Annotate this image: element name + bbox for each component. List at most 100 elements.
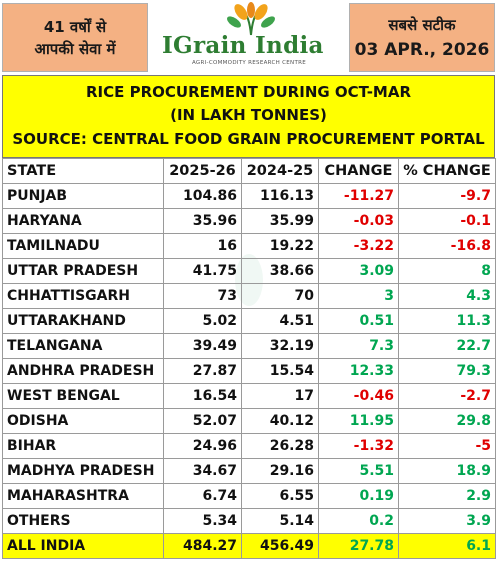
value-2024-25: 5.14 — [241, 508, 319, 534]
title-source: SOURCE: CENTRAL FOOD GRAIN PROCUREMENT P… — [12, 130, 485, 148]
state-name: ODISHA — [2, 408, 164, 434]
pct-change-value: -9.7 — [398, 183, 496, 209]
change-value: 12.33 — [318, 358, 399, 384]
change-value: 27.78 — [318, 533, 399, 559]
value-2024-25: 4.51 — [241, 308, 319, 334]
report-date: 03 APR., 2026 — [354, 39, 490, 60]
table-row: PUNJAB 104.86 116.13 -11.27 -9.7 — [2, 183, 496, 209]
table-row: TELANGANA 39.49 32.19 7.3 22.7 — [2, 333, 496, 359]
value-2025-26: 16.54 — [163, 383, 242, 409]
header-2024-25: 2024-25 — [241, 158, 319, 184]
table-row: HARYANA 35.96 35.99 -0.03 -0.1 — [2, 208, 496, 234]
state-name: ANDHRA PRADESH — [2, 358, 164, 384]
table-row: ODISHA 52.07 40.12 11.95 29.8 — [2, 408, 496, 434]
value-2024-25: 456.49 — [241, 533, 319, 559]
state-name: UTTARAKHAND — [2, 308, 164, 334]
state-name: CHHATTISGARH — [2, 283, 164, 309]
state-name: HARYANA — [2, 208, 164, 234]
accuracy-label: सबसे सटीक — [388, 15, 456, 34]
value-2025-26: 35.96 — [163, 208, 242, 234]
value-2025-26: 5.34 — [163, 508, 242, 534]
change-value: 11.95 — [318, 408, 399, 434]
state-name: ALL INDIA — [2, 533, 164, 559]
pct-change-value: -0.1 — [398, 208, 496, 234]
table-row: MADHYA PRADESH 34.67 29.16 5.51 18.9 — [2, 458, 496, 484]
date-badge: सबसे सटीक 03 APR., 2026 — [349, 3, 495, 72]
experience-badge: 41 वर्षों से आपकी सेवा में — [2, 3, 148, 72]
pct-change-value: 29.8 — [398, 408, 496, 434]
pct-change-value: 79.3 — [398, 358, 496, 384]
value-2025-26: 52.07 — [163, 408, 242, 434]
value-2024-25: 116.13 — [241, 183, 319, 209]
report-title: RICE PROCUREMENT DURING OCT-MAR (IN LAKH… — [2, 75, 495, 158]
change-value: 7.3 — [318, 333, 399, 359]
change-value: 0.51 — [318, 308, 399, 334]
value-2024-25: 26.28 — [241, 433, 319, 459]
value-2024-25: 70 — [241, 283, 319, 309]
table-row: ANDHRA PRADESH 27.87 15.54 12.33 79.3 — [2, 358, 496, 384]
state-name: BIHAR — [2, 433, 164, 459]
change-value: 0.2 — [318, 508, 399, 534]
change-value: -11.27 — [318, 183, 399, 209]
logo-tagline: AGRI-COMMODITY RESEARCH CENTRE — [191, 60, 307, 66]
title-line-2: (IN LAKH TONNES) — [170, 106, 327, 124]
header-state: STATE — [2, 158, 164, 184]
value-2024-25: 32.19 — [241, 333, 319, 359]
table-row: WEST BENGAL 16.54 17 -0.46 -2.7 — [2, 383, 496, 409]
pct-change-value: 3.9 — [398, 508, 496, 534]
logo-name: IGrain India — [162, 32, 324, 59]
change-value: -0.46 — [318, 383, 399, 409]
value-2024-25: 38.66 — [241, 258, 319, 284]
change-value: -3.22 — [318, 233, 399, 259]
state-name: WEST BENGAL — [2, 383, 164, 409]
header: 41 वर्षों से आपकी सेवा में IGrain India … — [0, 0, 497, 74]
value-2025-26: 24.96 — [163, 433, 242, 459]
state-name: MADHYA PRADESH — [2, 458, 164, 484]
table-row: BIHAR 24.96 26.28 -1.32 -5 — [2, 433, 496, 459]
value-2024-25: 35.99 — [241, 208, 319, 234]
value-2025-26: 39.49 — [163, 333, 242, 359]
pct-change-value: -16.8 — [398, 233, 496, 259]
value-2025-26: 34.67 — [163, 458, 242, 484]
change-value: 0.19 — [318, 483, 399, 509]
value-2025-26: 6.74 — [163, 483, 242, 509]
pct-change-value: 11.3 — [398, 308, 496, 334]
experience-line-2: आपकी सेवा में — [34, 39, 116, 58]
value-2024-25: 19.22 — [241, 233, 319, 259]
change-value: 3.09 — [318, 258, 399, 284]
value-2025-26: 16 — [163, 233, 242, 259]
value-2024-25: 6.55 — [241, 483, 319, 509]
value-2024-25: 40.12 — [241, 408, 319, 434]
value-2025-26: 27.87 — [163, 358, 242, 384]
header-2025-26: 2025-26 — [163, 158, 242, 184]
change-value: 5.51 — [318, 458, 399, 484]
state-name: PUNJAB — [2, 183, 164, 209]
change-value: 3 — [318, 283, 399, 309]
value-2025-26: 5.02 — [163, 308, 242, 334]
header-change: CHANGE — [318, 158, 399, 184]
table-row: CHHATTISGARH 73 70 3 4.3 — [2, 283, 496, 309]
pct-change-value: -5 — [398, 433, 496, 459]
state-name: TAMILNADU — [2, 233, 164, 259]
state-name: OTHERS — [2, 508, 164, 534]
value-2025-26: 484.27 — [163, 533, 242, 559]
change-value: -0.03 — [318, 208, 399, 234]
value-2025-26: 73 — [163, 283, 242, 309]
state-name: TELANGANA — [2, 333, 164, 359]
header-pct-change: % CHANGE — [398, 158, 496, 184]
value-2024-25: 29.16 — [241, 458, 319, 484]
table-row: UTTAR PRADESH 41.75 38.66 3.09 8 — [2, 258, 496, 284]
procurement-table: STATE 2025-26 2024-25 CHANGE % CHANGE PU… — [2, 158, 496, 559]
table-header-row: STATE 2025-26 2024-25 CHANGE % CHANGE — [2, 158, 496, 184]
pct-change-value: 4.3 — [398, 283, 496, 309]
change-value: -1.32 — [318, 433, 399, 459]
state-name: UTTAR PRADESH — [2, 258, 164, 284]
pct-change-value: 6.1 — [398, 533, 496, 559]
experience-line-1: 41 वर्षों से — [43, 17, 107, 36]
pct-change-value: 2.9 — [398, 483, 496, 509]
table-row: OTHERS 5.34 5.14 0.2 3.9 — [2, 508, 496, 534]
table-row: TAMILNADU 16 19.22 -3.22 -16.8 — [2, 233, 496, 259]
value-2024-25: 15.54 — [241, 358, 319, 384]
pct-change-value: 18.9 — [398, 458, 496, 484]
value-2025-26: 104.86 — [163, 183, 242, 209]
